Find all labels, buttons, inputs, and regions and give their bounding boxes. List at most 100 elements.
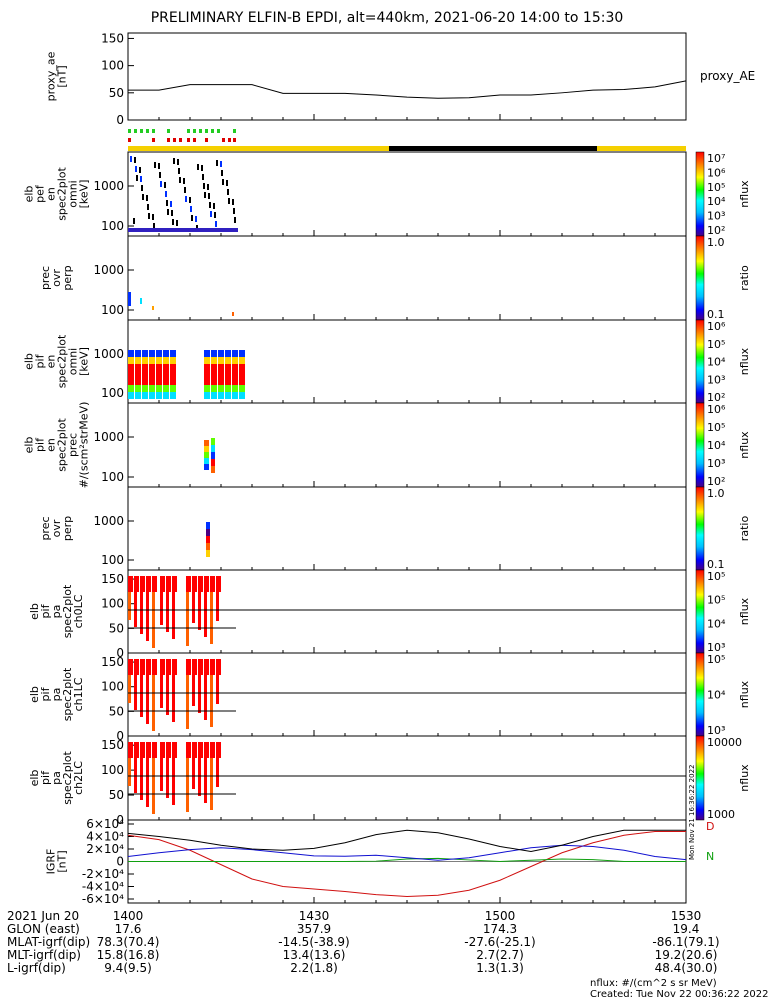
y-tick-label: 0 (116, 729, 124, 743)
y-tick-label: 100 (101, 59, 124, 73)
heatmap-cell (232, 392, 238, 399)
heatmap-cell (166, 592, 169, 632)
axis-label: #/(scm²strMeV) (78, 402, 91, 489)
heatmap-cell (211, 445, 215, 452)
heatmap-cell (177, 159, 179, 165)
cell: -27.6(-25.1) (464, 935, 535, 949)
heatmap-cell (156, 364, 162, 371)
cell: 174.3 (483, 922, 517, 936)
row-label: GLON (east) (7, 922, 80, 936)
heatmap-cell (214, 212, 216, 218)
heatmap-cell (152, 742, 157, 758)
heatmap-cell (140, 592, 143, 634)
axis-label: perp (61, 516, 74, 541)
heatmap-cell (140, 576, 145, 592)
cell: 1530 (671, 909, 702, 923)
heatmap-cell (146, 659, 151, 675)
heatmap-cell (149, 371, 155, 378)
heatmap-cell (192, 576, 197, 592)
heatmap-cell (128, 675, 131, 703)
row-label: L-igrf(dip) (7, 961, 66, 975)
panel-frame (127, 151, 687, 237)
sunlit-bar-2 (597, 146, 686, 151)
y-tick-label: 50 (109, 704, 124, 718)
panel-frame (127, 486, 687, 571)
heatmap-cell (186, 758, 189, 812)
row-label: MLAT-igrf(dip) (7, 935, 90, 949)
axis-label: pif (39, 686, 52, 701)
heatmap-cell (192, 742, 197, 758)
colorbar-tick: 10⁴ (707, 195, 726, 208)
heatmap-cell (160, 758, 163, 791)
heatmap-cell (198, 675, 201, 713)
heatmap-cell (191, 215, 193, 221)
heatmap-cell (218, 364, 224, 371)
heatmap-cell (204, 350, 210, 357)
colorbar-tick: 10² (707, 224, 725, 237)
heatmap-cell (128, 357, 134, 364)
axis-label: [keV] (78, 347, 91, 376)
heatmap-cell (218, 350, 224, 357)
heatmap-cell (202, 174, 204, 180)
heatmap-cell (211, 350, 217, 357)
y-tick-label: 1000 (93, 263, 124, 277)
axis-label: pif (34, 353, 47, 368)
colorbar-tick: 10⁴ (707, 439, 726, 452)
y-tick-label: 100 (101, 680, 124, 694)
heatmap-cell (221, 170, 223, 176)
axis-label: ovr (50, 519, 63, 537)
heatmap-cell (186, 742, 191, 758)
series-label: D (706, 820, 714, 833)
colorbar-tick: 10⁵ (707, 338, 725, 351)
heatmap-cell (128, 371, 134, 378)
heatmap-cell (233, 208, 235, 214)
heatmap-cell (160, 592, 163, 625)
row-label: 2021 Jun 20 (7, 909, 79, 923)
heatmap-cell (140, 659, 145, 675)
heatmap-cell (140, 298, 142, 304)
colorbar-tick: 10⁴ (707, 689, 726, 702)
panels: proxy_ae[nT]050100150elbpefenspec2plotom… (23, 31, 752, 906)
heatmap-cell (232, 378, 238, 385)
heatmap-cell (178, 168, 180, 174)
heatmap-cell (128, 392, 134, 399)
heatmap-cell (142, 350, 148, 357)
y-tick-label: 0 (116, 646, 124, 660)
heatmap-cell (218, 392, 224, 399)
cell: 2.7(2.7) (476, 948, 524, 962)
colorbar-tick: 10³ (707, 457, 725, 470)
heatmap-cell (160, 742, 165, 758)
heatmap-cell (228, 198, 230, 204)
heatmap-cell (225, 392, 231, 399)
heatmap-cell (210, 675, 213, 727)
heatmap-cell (216, 758, 219, 787)
heatmap-cell (160, 181, 162, 187)
heatmap-cell (152, 659, 157, 675)
heatmap-cell (139, 167, 141, 173)
heatmap-cell (185, 196, 187, 202)
heatmap-cell (225, 350, 231, 357)
heatmap-cell (210, 742, 215, 758)
heatmap-cell (216, 592, 219, 621)
heatmap-cell (149, 392, 155, 399)
row-mlt: MLT-igrf(dip) 15.8(16.8) 13.4(13.6) 2.7(… (7, 948, 717, 962)
heatmap-cell (154, 162, 156, 168)
heatmap-cell (186, 592, 189, 646)
row-date: 2021 Jun 20 1400 1430 1500 1530 (7, 909, 701, 923)
heatmap-cell (142, 364, 148, 371)
heatmap-cell (134, 742, 139, 758)
heatmap-cell (135, 392, 141, 399)
heatmap-cell (142, 392, 148, 399)
side-stamp: Mon Nov 21 16:36:22 2022 (688, 765, 696, 860)
colorbar-tick: 10⁴ (707, 356, 726, 369)
cell: 1400 (113, 909, 144, 923)
heatmap-cell (232, 357, 238, 364)
colorbar-label: ratio (738, 516, 751, 542)
heatmap-cell (170, 364, 176, 371)
heatmap-cell (210, 576, 215, 592)
y-tick-label: -4×10⁴ (82, 880, 124, 894)
heatmap-cell (211, 385, 217, 392)
heatmap-cell (198, 576, 203, 592)
heatmap-cell (128, 378, 134, 385)
heatmap-cell (216, 742, 221, 758)
